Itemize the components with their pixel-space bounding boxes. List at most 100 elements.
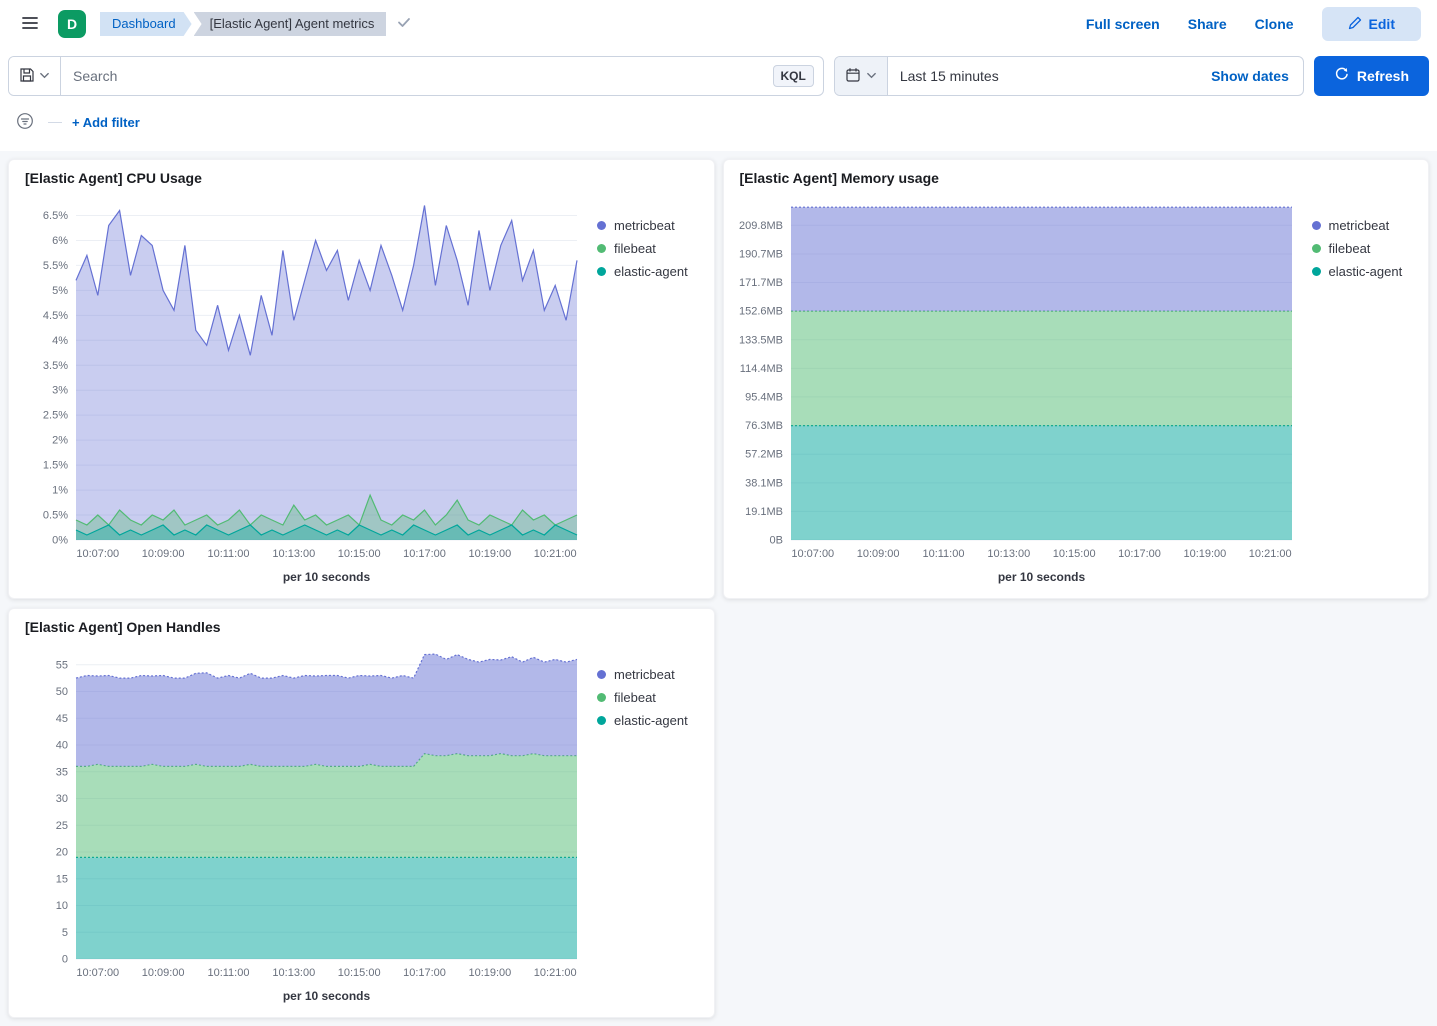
check-icon[interactable]: [396, 14, 412, 35]
svg-text:10:07:00: 10:07:00: [76, 548, 119, 560]
full-screen-button[interactable]: Full screen: [1085, 16, 1160, 32]
legend-label: filebeat: [614, 689, 656, 705]
refresh-button-label: Refresh: [1356, 68, 1409, 84]
svg-text:35: 35: [56, 766, 68, 778]
top-bar: D Dashboard [Elastic Agent] Agent metric…: [0, 0, 1437, 48]
legend-item[interactable]: metricbeat: [597, 218, 688, 233]
filter-icon: [16, 112, 34, 133]
svg-text:10:09:00: 10:09:00: [142, 967, 185, 979]
svg-text:10:21:00: 10:21:00: [534, 548, 577, 560]
legend-dot-icon: [597, 669, 606, 679]
svg-text:2%: 2%: [52, 435, 68, 447]
calendar-button[interactable]: [834, 57, 888, 95]
svg-text:2.5%: 2.5%: [43, 410, 68, 422]
svg-text:10:19:00: 10:19:00: [468, 967, 511, 979]
legend-label: filebeat: [1328, 241, 1371, 256]
svg-text:19.1MB: 19.1MB: [745, 506, 783, 518]
kql-badge[interactable]: KQL: [772, 65, 814, 87]
legend-label: metricbeat: [614, 666, 675, 682]
legend-item[interactable]: elastic-agent: [597, 713, 688, 728]
svg-text:10:11:00: 10:11:00: [207, 967, 249, 979]
legend-dot-icon: [1311, 244, 1321, 253]
svg-text:5%: 5%: [52, 285, 68, 297]
legend-item[interactable]: filebeat: [1311, 241, 1403, 256]
search-input[interactable]: [61, 57, 773, 95]
edit-button-label: Edit: [1368, 16, 1395, 32]
save-icon: [19, 67, 35, 86]
share-button[interactable]: Share: [1187, 16, 1227, 32]
svg-text:5.5%: 5.5%: [43, 260, 68, 272]
saved-query-button[interactable]: [9, 57, 61, 95]
filter-menu-button[interactable]: [12, 108, 38, 137]
add-filter-link[interactable]: + Add filter: [72, 115, 140, 130]
svg-text:10:09:00: 10:09:00: [142, 548, 185, 560]
panel-open-handles: [Elastic Agent] Open Handles 0 5 10 15 20 25 3…: [8, 607, 715, 1018]
legend-dot-icon: [597, 221, 606, 230]
svg-text:1%: 1%: [52, 485, 68, 497]
legend-label: elastic-agent: [614, 712, 688, 728]
svg-text:per 10 seconds: per 10 seconds: [283, 989, 371, 1003]
legend-dot-icon: [597, 267, 606, 276]
cpu-usage-chart[interactable]: 0% 0.5% 1% 1.5% 2% 2.5% 3% 3.5% 4% 4.5% 5% 5.5% 6% 6.…: [21, 190, 587, 588]
show-dates-link[interactable]: Show dates: [1211, 68, 1303, 84]
space-avatar[interactable]: D: [58, 10, 86, 38]
legend-item[interactable]: metricbeat: [597, 667, 688, 682]
breadcrumb-dashboard[interactable]: Dashboard: [100, 12, 192, 36]
svg-text:6.5%: 6.5%: [43, 210, 68, 222]
breadcrumb: Dashboard [Elastic Agent] Agent metrics: [100, 12, 412, 36]
svg-text:10:17:00: 10:17:00: [1118, 548, 1161, 560]
refresh-button[interactable]: Refresh: [1313, 56, 1429, 96]
legend-item[interactable]: filebeat: [597, 690, 688, 705]
svg-text:0B: 0B: [769, 535, 782, 547]
filter-divider: [48, 122, 62, 123]
svg-text:6%: 6%: [52, 235, 68, 247]
chart-legend: metricbeat filebeat elastic-agent: [1311, 218, 1403, 287]
svg-text:4.5%: 4.5%: [43, 310, 68, 322]
svg-text:209.8MB: 209.8MB: [738, 220, 782, 232]
svg-text:190.7MB: 190.7MB: [738, 248, 782, 260]
breadcrumb-current-page[interactable]: [Elastic Agent] Agent metrics: [193, 12, 387, 36]
svg-text:10:07:00: 10:07:00: [76, 967, 119, 979]
svg-text:10:09:00: 10:09:00: [856, 548, 899, 560]
svg-text:10:15:00: 10:15:00: [1052, 548, 1095, 560]
legend-item[interactable]: filebeat: [597, 241, 688, 256]
open-handles-chart[interactable]: 0 5 10 15 20 25 30 35 40 45 50 55 10:07:00 10:09:00 10…: [21, 639, 587, 1007]
svg-text:10:11:00: 10:11:00: [207, 548, 249, 560]
legend-dot-icon: [597, 715, 606, 725]
svg-text:10:13:00: 10:13:00: [272, 967, 315, 979]
pencil-icon: [1348, 16, 1362, 33]
edit-button[interactable]: Edit: [1321, 7, 1421, 41]
svg-text:20: 20: [56, 846, 68, 858]
svg-text:10:19:00: 10:19:00: [468, 548, 511, 560]
legend-label: metricbeat: [1328, 218, 1390, 233]
legend-label: elastic-agent: [614, 264, 688, 279]
menu-button[interactable]: [16, 9, 44, 40]
panel-title[interactable]: [Elastic Agent] Memory usage: [739, 170, 939, 186]
svg-text:10:21:00: 10:21:00: [534, 967, 577, 979]
svg-text:10:13:00: 10:13:00: [987, 548, 1030, 560]
chart-legend: metricbeat filebeat elastic-agent: [597, 667, 688, 736]
svg-text:10:13:00: 10:13:00: [272, 548, 315, 560]
svg-text:10:19:00: 10:19:00: [1183, 548, 1226, 560]
date-picker: Last 15 minutes Show dates: [833, 56, 1304, 96]
svg-text:10:15:00: 10:15:00: [338, 548, 381, 560]
svg-text:5: 5: [62, 926, 68, 938]
time-range-value[interactable]: Last 15 minutes: [899, 68, 999, 84]
panel-title[interactable]: [Elastic Agent] CPU Usage: [25, 170, 202, 186]
search-bar-group: KQL: [8, 56, 824, 96]
svg-text:10:17:00: 10:17:00: [403, 548, 446, 560]
legend-item[interactable]: elastic-agent: [1311, 264, 1402, 279]
chart-legend: metricbeat filebeat elastic-agent: [597, 218, 688, 287]
svg-text:30: 30: [56, 793, 68, 805]
svg-text:152.6MB: 152.6MB: [738, 306, 782, 318]
svg-text:10: 10: [56, 900, 68, 912]
svg-text:114.4MB: 114.4MB: [739, 363, 782, 375]
panel-title[interactable]: [Elastic Agent] Open Handles: [25, 618, 221, 635]
legend-item[interactable]: metricbeat: [1311, 218, 1403, 233]
panel-cpu-usage: [Elastic Agent] CPU Usage 0% 0.5% 1% 1.5% 2%…: [8, 159, 715, 599]
clone-button[interactable]: Clone: [1254, 16, 1294, 32]
memory-usage-chart[interactable]: 0B 19.1MB 38.1MB 57.2MB 76.3MB 95.4MB 114.4MB 1…: [736, 190, 1302, 588]
svg-text:0: 0: [62, 953, 68, 965]
legend-item[interactable]: elastic-agent: [597, 264, 688, 279]
svg-text:25: 25: [56, 819, 68, 831]
